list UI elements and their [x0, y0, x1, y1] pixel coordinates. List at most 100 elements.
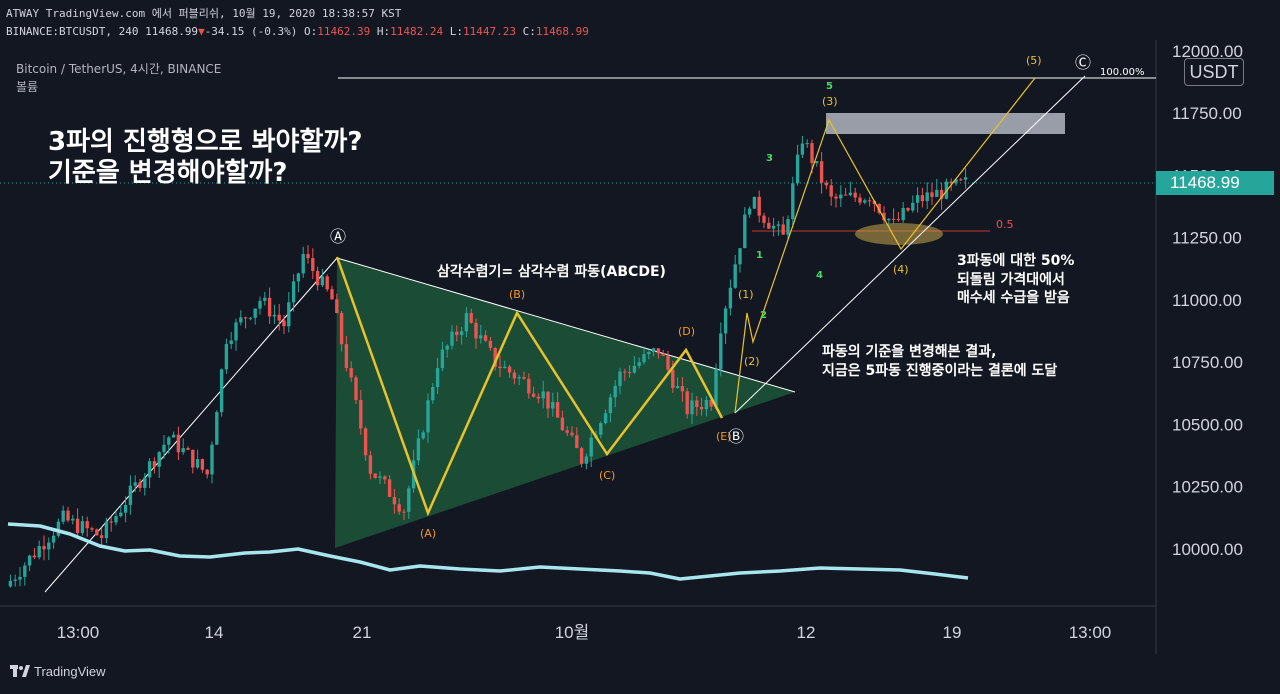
candle-body: [152, 461, 157, 467]
candle-body: [464, 313, 469, 332]
candle-body: [176, 434, 181, 453]
candle-body: [623, 371, 627, 373]
candle-body: [167, 437, 171, 445]
candle-body: [901, 207, 905, 221]
candle-body: [128, 485, 133, 505]
candle-body: [301, 254, 305, 274]
candle-body: [709, 399, 713, 407]
candle-body: [565, 430, 569, 433]
candle-body: [776, 224, 781, 226]
candle-body: [848, 192, 853, 196]
candle-body: [181, 448, 185, 453]
tradingview-logo[interactable]: TradingView: [10, 664, 106, 679]
candle-body: [671, 369, 675, 389]
candle-body: [781, 224, 785, 235]
x-tick-label: 10월: [555, 623, 590, 642]
low-label: L:: [449, 25, 463, 38]
candle-body: [315, 270, 320, 286]
price-chart[interactable]: Ⓐ (A) (B) (C) (D) (E) Ⓑ (1) (2) (3) (4) …: [0, 0, 1280, 654]
sub-wave-5: 5: [826, 81, 833, 92]
price-change: -34.15 (-0.3%): [204, 25, 298, 38]
candle-body: [536, 396, 541, 399]
annotation-triangle: 삼각수렴기= 삼각수렴 파동(ABCDE): [437, 263, 666, 280]
candle-body: [819, 161, 824, 183]
candle-body: [810, 143, 814, 164]
sub-wave-2: 2: [760, 310, 767, 321]
y-tick-label: 11750.00: [1172, 104, 1242, 123]
y-axis[interactable]: 11750.0011500.0011250.0011000.0010750.00…: [1172, 104, 1243, 559]
candle-body: [747, 208, 752, 215]
candle-body: [560, 417, 565, 431]
candle-body: [80, 521, 85, 533]
candle-body: [143, 477, 147, 488]
candle-body: [311, 258, 315, 271]
wave-label-c: (C): [599, 469, 615, 482]
candle-body: [642, 354, 646, 363]
candle-body: [479, 335, 483, 339]
sub-wave-1: 1: [756, 250, 763, 261]
candle-body: [647, 351, 651, 355]
candle-body: [771, 225, 776, 229]
candle-body: [219, 369, 224, 413]
candle-body: [498, 366, 502, 369]
candle-body: [8, 580, 13, 587]
candle-body: [488, 340, 493, 348]
half-level-label: 0.5: [996, 218, 1014, 231]
sub-wave-4: 4: [816, 270, 823, 281]
fib-100-label: 100.00%: [1100, 67, 1145, 78]
x-axis[interactable]: 13:00 14 21 10월 12 19 13:00: [57, 623, 1112, 642]
candle-body: [229, 340, 233, 345]
candle-body: [704, 399, 709, 410]
candle-body: [728, 287, 733, 309]
brand-name: TradingView: [34, 664, 106, 679]
candle-body: [939, 189, 944, 199]
candle-body: [349, 368, 353, 378]
currency-selector[interactable]: USDT: [1184, 58, 1244, 86]
candle-body: [186, 448, 190, 450]
candle-body: [66, 510, 70, 521]
candle-body: [541, 391, 545, 399]
candle-body: [743, 214, 747, 249]
candle-body: [805, 143, 809, 145]
candle-body: [695, 400, 699, 407]
candle-body: [114, 516, 118, 523]
candle-body: [359, 399, 363, 429]
wave-label-circle-a: Ⓐ: [330, 227, 346, 246]
candle-body: [935, 189, 939, 197]
candle-body: [555, 402, 560, 418]
abcde-wave-line: [335, 256, 724, 517]
candle-body: [330, 289, 334, 300]
candle-body: [599, 423, 603, 435]
candle-body: [546, 391, 550, 409]
candle-body: [95, 529, 99, 536]
candle-body: [474, 322, 478, 339]
candle-body: [32, 555, 37, 558]
candle-body: [171, 434, 176, 438]
y-tick-top-partial: 12000.00: [1172, 42, 1243, 61]
wave-label-circle-c: Ⓒ: [1075, 53, 1091, 72]
last-price: 11468.99: [145, 25, 199, 38]
candle-body: [71, 518, 75, 521]
wave-label-4: (4): [893, 263, 909, 276]
candle-body: [493, 347, 497, 367]
candle-body: [258, 300, 262, 309]
high-value: 11482.24: [390, 25, 444, 38]
candle-body: [579, 448, 584, 464]
candle-body: [234, 322, 238, 341]
annotation-retrace-2: 되돌림 가격대에서: [957, 271, 1065, 288]
close-value: 11468.99: [535, 25, 589, 38]
candle-body: [666, 355, 670, 370]
candle-body: [200, 459, 205, 470]
candle-body: [632, 365, 637, 373]
candle-body: [162, 444, 166, 453]
candle-body: [205, 469, 209, 475]
candle-body: [815, 161, 819, 164]
candle-body: [368, 455, 373, 474]
y-tick-label: 10250.00: [1172, 478, 1243, 497]
candle-body: [551, 402, 555, 409]
candle-body: [589, 437, 593, 457]
current-price-tag: 11468.99: [1156, 171, 1274, 195]
y-tick-label: 10000.00: [1172, 540, 1243, 559]
volume-line: [7, 522, 969, 581]
candle-body: [762, 215, 766, 223]
